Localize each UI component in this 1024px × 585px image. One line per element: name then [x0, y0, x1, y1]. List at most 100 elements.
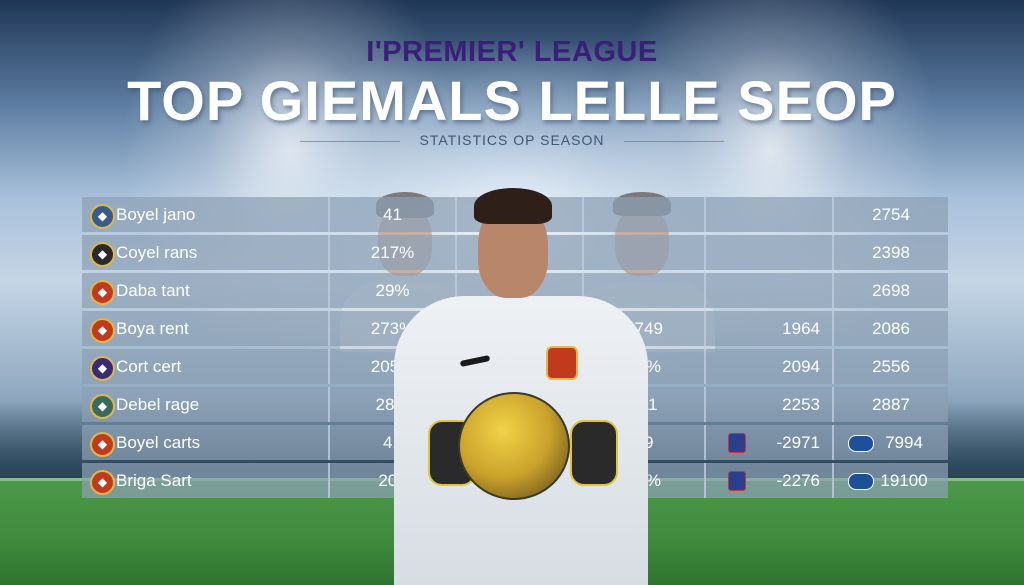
column-divider — [704, 349, 706, 384]
stat-value: 2887 — [872, 395, 910, 414]
team-name: Daba tant — [116, 281, 190, 300]
stat-cell-v4: -2276 — [706, 463, 832, 498]
stat-value: 2754 — [872, 205, 910, 224]
stat-cell-v4 — [706, 235, 832, 270]
team-cell: ◆ Boyel jano — [82, 197, 328, 232]
stat-cell-v4: 2253 — [706, 387, 832, 422]
stat-cell-v5: 19100 — [834, 463, 948, 498]
subtitle-divider-right — [624, 141, 724, 142]
club-crest-icon: ◆ — [90, 356, 115, 381]
club-crest-icon — [848, 435, 874, 452]
column-divider — [328, 235, 330, 270]
team-name: Boya rent — [116, 319, 189, 338]
goalkeeper-figure — [378, 188, 664, 585]
subtitle-row: STATISTICS OP SEASON — [300, 132, 724, 152]
column-divider — [328, 349, 330, 384]
column-divider — [704, 235, 706, 270]
club-crest-icon — [728, 471, 746, 491]
stat-cell-v5: 2556 — [834, 349, 948, 384]
stat-value: 41 — [383, 205, 402, 224]
club-badge-icon — [546, 346, 578, 380]
column-divider — [704, 425, 706, 460]
stat-value: 2086 — [872, 319, 910, 338]
column-divider — [832, 425, 834, 460]
stat-value: 29% — [375, 281, 410, 300]
subtitle-divider-left — [300, 141, 400, 142]
stat-cell-v5: 2754 — [834, 197, 948, 232]
stat-value: 2253 — [782, 395, 820, 414]
stat-cell-v1: 29% — [330, 273, 455, 308]
stat-cell-v4 — [706, 197, 832, 232]
column-divider — [328, 387, 330, 422]
club-crest-icon: ◆ — [90, 394, 115, 419]
stat-value: 2698 — [872, 281, 910, 300]
stat-value: -2276 — [776, 471, 820, 490]
column-divider — [704, 197, 706, 232]
team-name: Cort cert — [116, 357, 182, 376]
goalkeeper-hair — [474, 188, 552, 224]
club-crest-icon: ◆ — [90, 470, 115, 495]
stat-cell-v4: -2971 — [706, 425, 832, 460]
club-crest-icon: ◆ — [90, 432, 115, 457]
column-divider — [455, 235, 457, 270]
team-cell: ◆ Cort cert — [82, 349, 328, 384]
team-cell: ◆ Boya rent — [82, 311, 328, 346]
column-divider — [832, 349, 834, 384]
club-crest-icon: ◆ — [90, 204, 115, 229]
column-divider — [832, 197, 834, 232]
stat-cell-v5: 2398 — [834, 235, 948, 270]
club-crest-icon: ◆ — [90, 242, 115, 267]
column-divider — [328, 197, 330, 232]
team-cell: ◆ Coyel rans — [82, 235, 328, 270]
stat-cell-v1: 41 — [330, 197, 455, 232]
column-divider — [832, 463, 834, 498]
stat-value: 7994 — [885, 433, 923, 452]
column-divider — [832, 387, 834, 422]
stat-cell-v4: 2094 — [706, 349, 832, 384]
column-divider — [704, 311, 706, 346]
stat-value: 217% — [370, 243, 415, 262]
subtitle: STATISTICS OP SEASON — [419, 132, 605, 148]
stat-value: 19100 — [880, 471, 928, 490]
team-cell: ◆ Debel rage — [82, 387, 328, 422]
team-cell: ◆ Briga Sart — [82, 463, 328, 498]
club-crest-icon: ◆ — [90, 280, 115, 305]
stat-cell-v5: 2887 — [834, 387, 948, 422]
column-divider — [582, 197, 584, 232]
team-name: Debel rage — [116, 395, 200, 414]
club-crest-icon — [848, 473, 874, 490]
stat-value: -2971 — [776, 433, 820, 452]
stat-cell-v4: 1964 — [706, 311, 832, 346]
goalkeeper-glove-right — [570, 420, 618, 486]
club-crest-icon — [728, 433, 746, 453]
stat-cell-v1: 217% — [330, 235, 455, 270]
team-name: Boyel carts — [116, 433, 201, 452]
column-divider — [704, 387, 706, 422]
column-divider — [832, 235, 834, 270]
team-cell: ◆ Daba tant — [82, 273, 328, 308]
stat-value: 2556 — [872, 357, 910, 376]
team-cell: ◆ Boyel carts — [82, 425, 328, 460]
team-name: Briga Sart — [116, 471, 192, 490]
stat-value: 1964 — [782, 319, 820, 338]
page-title: TOP GIEMALS LELLE SEOP — [127, 69, 897, 132]
league-title: I'PREMIER' LEAGUE — [366, 36, 658, 68]
column-divider — [455, 197, 457, 232]
column-divider — [582, 273, 584, 308]
stat-value: 2094 — [782, 357, 820, 376]
column-divider — [328, 273, 330, 308]
club-crest-icon: ◆ — [90, 318, 115, 343]
football-icon — [458, 392, 570, 500]
column-divider — [832, 311, 834, 346]
column-divider — [455, 273, 457, 308]
column-divider — [328, 311, 330, 346]
team-name: Coyel rans — [116, 243, 198, 262]
stat-cell-v5: 2086 — [834, 311, 948, 346]
stat-cell-v4 — [706, 273, 832, 308]
column-divider — [328, 463, 330, 498]
column-divider — [832, 273, 834, 308]
team-name: Boyel jano — [116, 205, 196, 224]
column-divider — [704, 273, 706, 308]
column-divider — [704, 463, 706, 498]
stat-value: 2398 — [872, 243, 910, 262]
